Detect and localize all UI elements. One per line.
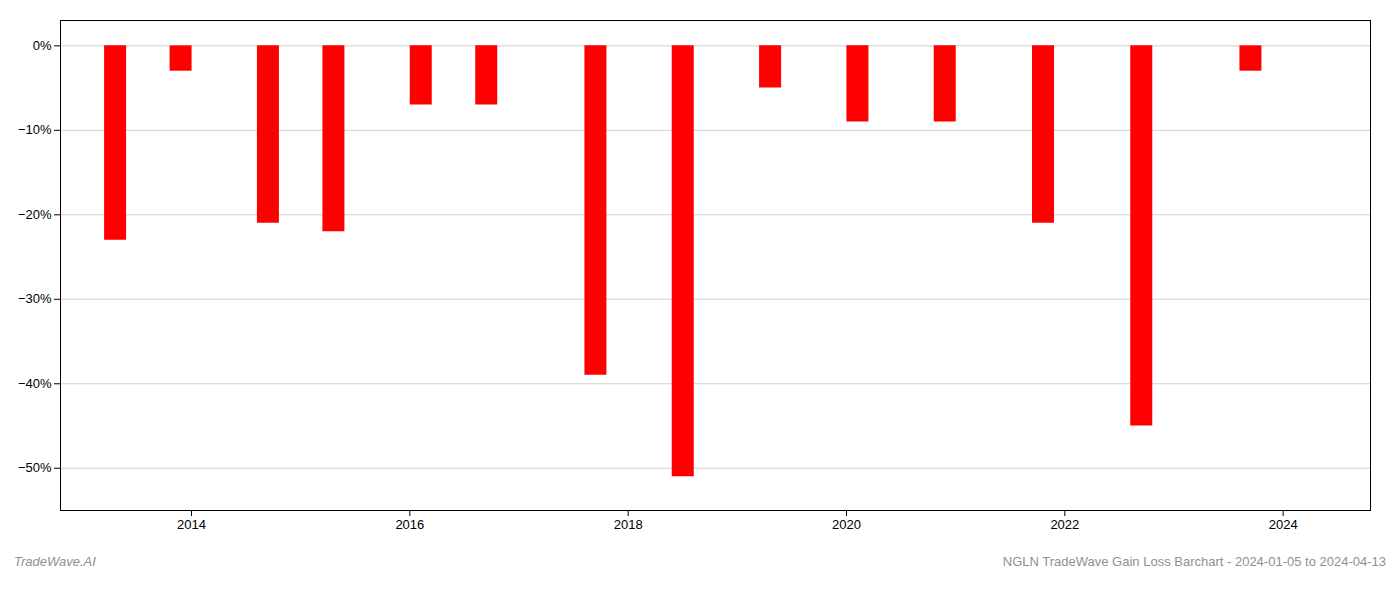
svg-text:2018: 2018: [614, 517, 643, 532]
svg-text:−30%: −30%: [18, 291, 52, 306]
svg-text:2014: 2014: [177, 517, 206, 532]
svg-text:−40%: −40%: [18, 376, 52, 391]
html-text:NGLN TradeWave Gain Loss Barch: NGLN TradeWave Gain Loss Barchart - 2024…: [1002, 554, 1386, 569]
svg-text:−10%: −10%: [18, 122, 52, 137]
svg-text:2024: 2024: [1269, 517, 1298, 532]
svg-text:2022: 2022: [1050, 517, 1079, 532]
svg-text:2016: 2016: [395, 517, 424, 532]
svg-text:2020: 2020: [832, 517, 861, 532]
svg-text:−50%: −50%: [18, 460, 52, 475]
svg-text:−20%: −20%: [18, 207, 52, 222]
svg-text:0%: 0%: [33, 38, 52, 53]
html-text:TradeWave.AI: TradeWave.AI: [14, 554, 96, 569]
